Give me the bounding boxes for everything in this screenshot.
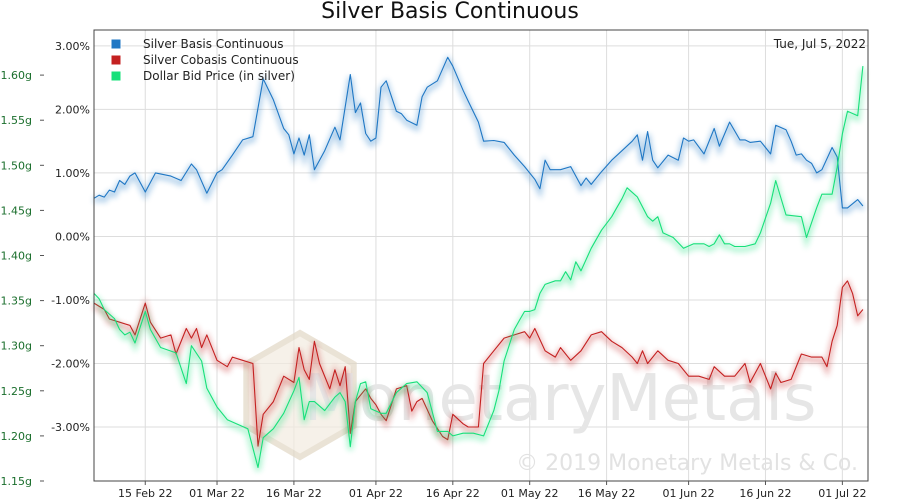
y-left-tick-label: 1.15g: [1, 475, 32, 488]
x-tick-label: 16 Jun 22: [739, 487, 791, 500]
x-tick-label: 01 Jun 22: [663, 487, 715, 500]
y-right-tick-label: -1.00%: [51, 294, 90, 307]
series-1: [92, 54, 865, 214]
series-1-line: [93, 56, 864, 209]
legend-item: Silver Basis Continuous: [110, 37, 284, 51]
y-left-tick-label: 1.25g: [1, 385, 32, 398]
series-3-line: [93, 66, 864, 469]
legend-label: Silver Basis Continuous: [143, 37, 284, 51]
y-left-tick-label: 1.50g: [1, 159, 32, 172]
y-right-tick-label: 0.00%: [55, 230, 90, 243]
y-left-tick-label: 1.20g: [1, 430, 32, 443]
legend: Silver Basis Continuous Silver Cobasis Co…: [110, 37, 299, 83]
watermark-copyright: © 2019 Monetary Metals & Co.: [516, 451, 858, 476]
y-left-axis: 1.15g 1.20g 1.25g 1.30g 1.35g 1.40g 1.45g 1.50g…: [1, 69, 44, 488]
y-right-axis: 3.00% 2.00% 1.00% 0.00% -1.00% -2.00% -3.00%: [51, 40, 90, 434]
series-1-glow: [92, 54, 865, 214]
x-tick-label: 16 May 22: [578, 487, 636, 500]
x-tick-label: 15 Feb 22: [118, 487, 172, 500]
series-2-line: [93, 280, 864, 447]
legend-swatch: [110, 54, 122, 66]
legend-item: Dollar Bid Price (in silver): [110, 69, 295, 83]
y-left-tick-label: 1.55g: [1, 114, 32, 127]
date-label: Tue, Jul 5, 2022: [773, 37, 866, 51]
legend-swatch: [110, 38, 122, 50]
y-left-tick-label: 1.45g: [1, 204, 32, 217]
y-left-tick-label: 1.30g: [1, 340, 32, 353]
y-right-tick-label: 3.00%: [55, 40, 90, 53]
series-3: [92, 66, 866, 472]
x-tick-label: 01 Jul 22: [818, 487, 866, 500]
y-right-tick-label: -3.00%: [51, 421, 90, 434]
y-right-tick-label: 2.00%: [55, 103, 90, 116]
y-left-tick-label: 1.40g: [1, 250, 32, 263]
legend-item: Silver Cobasis Continuous: [110, 53, 299, 67]
legend-swatch: [110, 70, 122, 82]
x-tick-label: 01 May 22: [501, 487, 559, 500]
y-right-tick-label: 1.00%: [55, 167, 90, 180]
plot-frame: [93, 29, 869, 482]
legend-label: Silver Cobasis Continuous: [143, 53, 299, 67]
chart-title: Silver Basis Continuous: [321, 0, 579, 24]
y-left-tick-label: 1.60g: [1, 69, 32, 82]
series-2-glow: [92, 278, 865, 450]
y-right-tick-label: -2.00%: [51, 357, 90, 370]
series-3-glow: [92, 68, 866, 472]
x-axis: 15 Feb 22 01 Mar 22 16 Mar 22 01 Apr 22 16 A…: [118, 481, 867, 500]
x-tick-label: 01 Mar 22: [189, 487, 245, 500]
series-layer: [92, 54, 866, 472]
y-left-tick-label: 1.35g: [1, 295, 32, 308]
x-tick-label: 01 Apr 22: [349, 487, 403, 500]
x-tick-label: 16 Apr 22: [426, 487, 480, 500]
legend-label: Dollar Bid Price (in silver): [143, 69, 295, 83]
watermark-brand: MonetaryMetals: [304, 362, 817, 436]
series-2: [92, 278, 865, 450]
x-tick-label: 16 Mar 22: [266, 487, 322, 500]
